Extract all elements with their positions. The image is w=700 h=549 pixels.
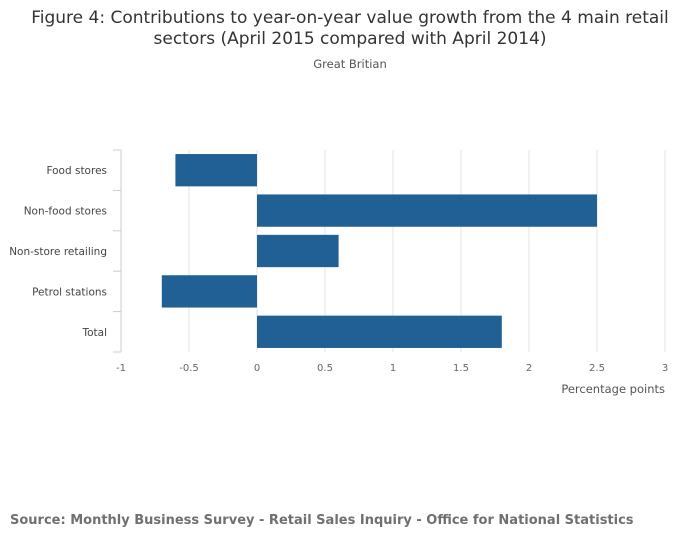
x-tick-label: 3 bbox=[662, 363, 668, 374]
bar bbox=[162, 275, 257, 307]
x-tick-label: -0.5 bbox=[179, 363, 199, 374]
category-label: Non-food stores bbox=[24, 206, 107, 218]
bar bbox=[257, 194, 597, 226]
category-label: Food stores bbox=[46, 165, 107, 177]
category-label: Non-store retailing bbox=[9, 246, 107, 258]
x-axis-title: Percentage points bbox=[561, 382, 665, 396]
category-label: Total bbox=[81, 327, 107, 339]
axes: -1 -0.5 0 0.5 1 1.5 2 2.5 3 Food stores Non-food s… bbox=[9, 150, 668, 396]
bar bbox=[257, 235, 339, 267]
x-tick-label: -1 bbox=[116, 363, 126, 374]
source-note: Source: Monthly Business Survey - Retail… bbox=[10, 513, 634, 528]
x-tick-label: 1.5 bbox=[453, 363, 469, 374]
category-label: Petrol stations bbox=[32, 286, 107, 298]
x-tick-label: 2.5 bbox=[589, 363, 605, 374]
bars bbox=[162, 154, 597, 348]
x-tick-label: 2 bbox=[526, 363, 532, 374]
chart-subtitle: Great Britian bbox=[0, 57, 700, 71]
x-tick-label: 0.5 bbox=[317, 363, 333, 374]
x-tick-label: 0 bbox=[254, 363, 260, 374]
bar bbox=[257, 316, 502, 348]
bar bbox=[175, 154, 257, 186]
x-tick-label: 1 bbox=[390, 363, 396, 374]
bar-chart: -1 -0.5 0 0.5 1 1.5 2 2.5 3 Food stores Non-food s… bbox=[0, 0, 700, 549]
chart-title: Figure 4: Contributions to year-on-year … bbox=[20, 8, 680, 50]
